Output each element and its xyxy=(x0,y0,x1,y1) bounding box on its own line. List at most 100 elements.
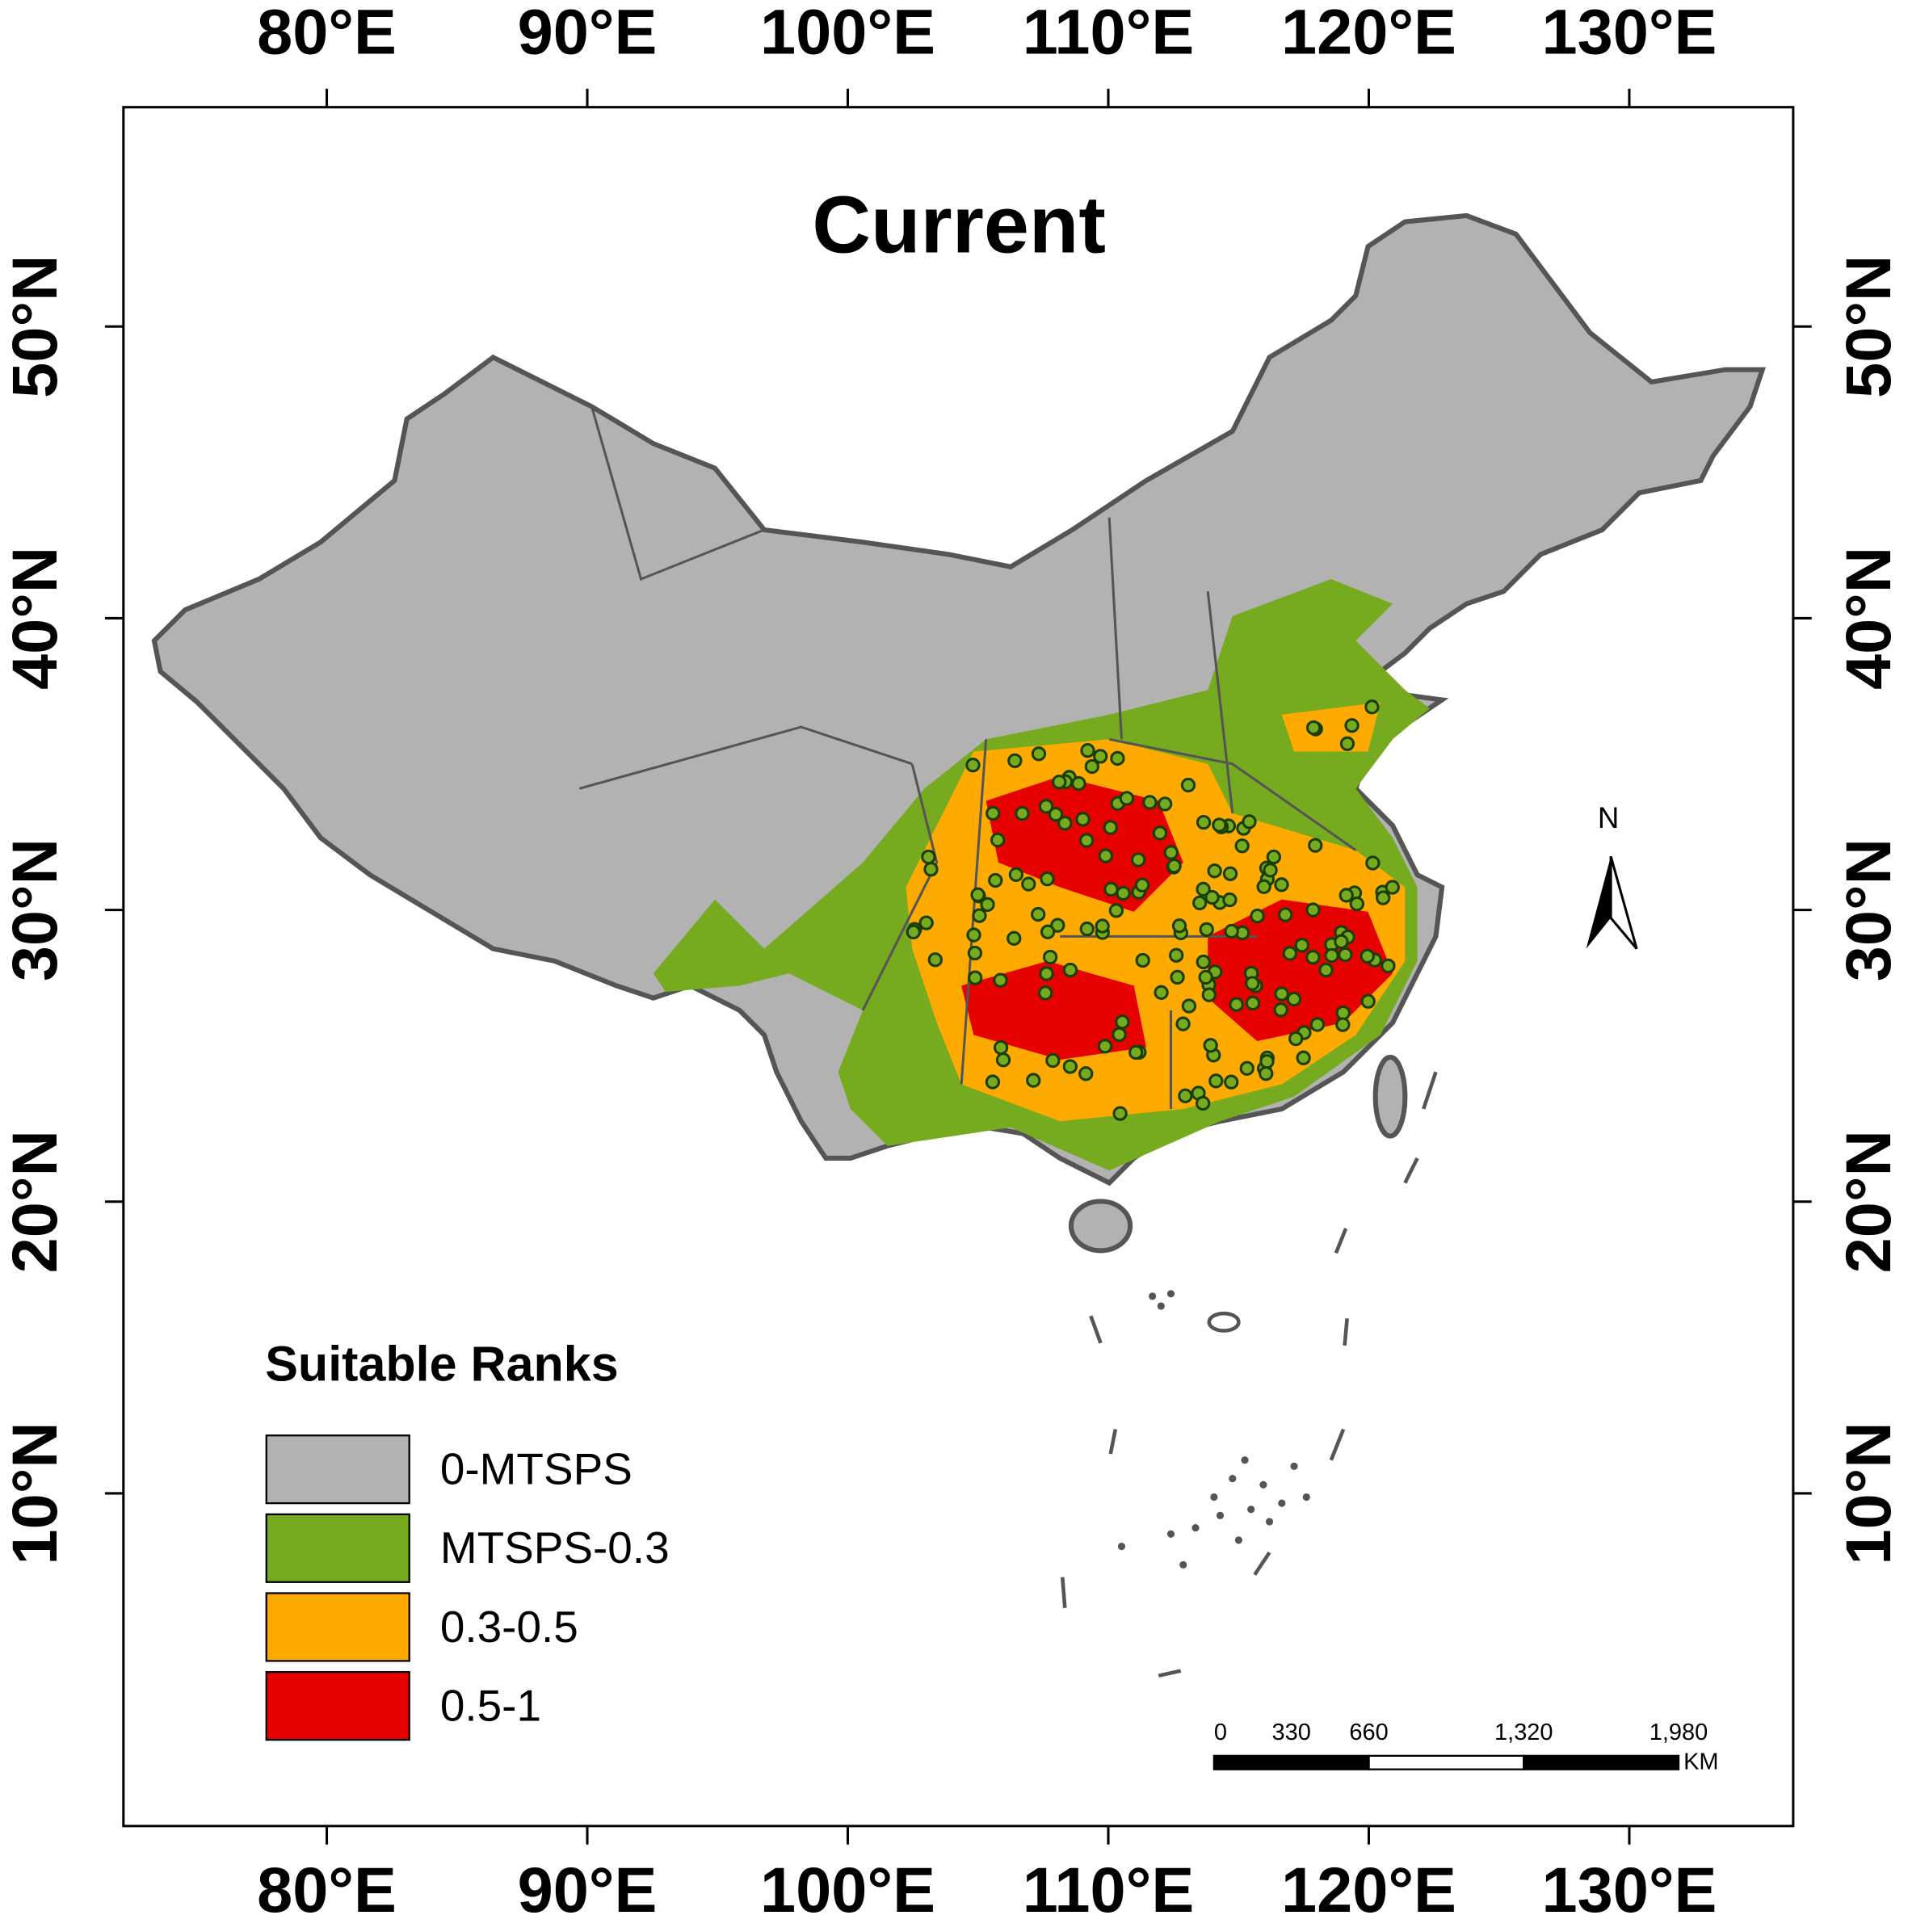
occurrence-point xyxy=(1040,871,1055,887)
map-title: Current xyxy=(812,180,1106,271)
occurrence-point xyxy=(1115,1014,1130,1030)
occurrence-point xyxy=(1196,881,1211,897)
occurrence-point xyxy=(1381,958,1396,974)
lon-label-top: 100°E xyxy=(760,0,935,68)
lat-label-right: 30°N xyxy=(1832,838,1904,981)
occurrence-point xyxy=(1259,1066,1274,1082)
occurrence-point xyxy=(1278,907,1293,922)
occurrence-point xyxy=(1335,1005,1351,1021)
occurrence-point xyxy=(1324,947,1339,964)
occurrence-point xyxy=(1112,1106,1128,1121)
occurrence-point xyxy=(1116,885,1131,901)
lat-label-left: 40°N xyxy=(0,547,70,690)
occurrence-point xyxy=(1007,753,1023,769)
occurrence-point xyxy=(980,897,995,913)
scale-label: 1,980 xyxy=(1650,1720,1708,1745)
occurrence-point xyxy=(1142,795,1158,810)
occurrence-point xyxy=(1078,1066,1094,1082)
occurrence-point xyxy=(921,849,936,865)
lon-label-top: 80°E xyxy=(257,0,397,68)
occurrence-point xyxy=(988,872,1003,888)
occurrence-point xyxy=(1305,720,1322,736)
lon-label-bottom: 80°E xyxy=(257,1854,397,1926)
occurrence-point xyxy=(923,862,939,877)
scale-segment xyxy=(1212,1754,1370,1770)
occurrence-point xyxy=(970,887,986,902)
legend-swatch xyxy=(265,1592,410,1662)
occurrence-point xyxy=(1274,986,1289,1002)
occurrence-point xyxy=(918,915,934,930)
occurrence-point xyxy=(1050,918,1065,933)
occurrence-point xyxy=(1031,906,1046,922)
occurrence-point xyxy=(1282,946,1298,961)
occurrence-point xyxy=(927,952,943,968)
occurrence-point xyxy=(1224,1074,1239,1090)
scale-segment xyxy=(1368,1754,1525,1770)
occurrence-point xyxy=(1052,775,1067,790)
occurrence-point xyxy=(1222,866,1238,881)
occurrence-point xyxy=(1040,924,1056,939)
scale-unit: KM xyxy=(1683,1749,1718,1775)
occurrence-point xyxy=(1078,833,1095,848)
occurrence-point xyxy=(968,970,983,985)
occurrence-point xyxy=(1288,1031,1304,1047)
occurrence-point xyxy=(1015,805,1030,821)
occurrence-point xyxy=(967,945,983,961)
occurrence-point xyxy=(1095,918,1110,934)
lat-label-right: 10°N xyxy=(1832,1422,1904,1564)
occurrence-point xyxy=(1360,948,1375,964)
occurrence-point xyxy=(1103,820,1118,835)
scale-label: 330 xyxy=(1272,1720,1311,1745)
occurrence-point xyxy=(993,972,1008,988)
occurrence-point xyxy=(1365,855,1381,871)
scale-label: 0 xyxy=(1214,1720,1227,1745)
occurrence-point xyxy=(1175,1016,1191,1031)
occurrence-point xyxy=(1057,816,1073,831)
occurrence-point xyxy=(1166,858,1182,874)
occurrence-point xyxy=(1038,985,1053,1001)
occurrence-point xyxy=(966,927,981,943)
occurrence-point xyxy=(972,908,987,923)
occurrence-point xyxy=(1349,896,1364,912)
legend-label: 0.3-0.5 xyxy=(440,1602,578,1652)
occurrence-point xyxy=(1026,1073,1041,1088)
occurrence-point xyxy=(993,1040,1009,1056)
occurrence-point xyxy=(1305,950,1321,965)
occurrence-point xyxy=(1112,1027,1127,1042)
occurrence-points xyxy=(906,699,1400,1121)
legend: Suitable Ranks 0-MTSPS MTSPS-0.3 0.3-0.5 0.… xyxy=(265,1336,670,1741)
legend-swatch xyxy=(265,1513,410,1583)
occurrence-point xyxy=(1318,962,1334,978)
occurrence-point xyxy=(1294,938,1309,953)
occurrence-point xyxy=(1031,746,1047,762)
occurrence-point xyxy=(1212,817,1227,833)
occurrence-point xyxy=(1134,877,1150,892)
occurrence-point xyxy=(906,924,921,940)
occurrence-point xyxy=(1048,807,1064,822)
occurrence-point xyxy=(1097,1039,1113,1054)
occurrence-point xyxy=(1376,890,1391,905)
occurrence-point xyxy=(1305,902,1321,918)
small-islands xyxy=(1117,1290,1310,1569)
lon-label-top: 120°E xyxy=(1281,0,1456,68)
occurrence-point xyxy=(1360,993,1376,1009)
occurrence-point xyxy=(1250,908,1265,924)
occurrence-point xyxy=(1339,736,1355,751)
lon-label-top: 90°E xyxy=(518,0,658,68)
occurrence-point xyxy=(1071,775,1086,792)
occurrence-point xyxy=(1296,1050,1311,1065)
occurrence-point xyxy=(1103,881,1119,897)
lon-label-bottom: 90°E xyxy=(518,1854,658,1926)
occurrence-point xyxy=(1042,949,1058,965)
occurrence-point xyxy=(990,832,1006,848)
occurrence-point xyxy=(1286,991,1302,1007)
lon-label-bottom: 120°E xyxy=(1281,1854,1456,1926)
occurrence-point xyxy=(1199,922,1214,937)
occurrence-point xyxy=(1007,930,1022,946)
occurrence-point xyxy=(1339,888,1354,903)
lon-label-bottom: 100°E xyxy=(760,1854,935,1926)
legend-label: 0-MTSPS xyxy=(440,1443,632,1493)
occurrence-point xyxy=(1008,867,1024,882)
north-label: N xyxy=(1598,801,1619,834)
